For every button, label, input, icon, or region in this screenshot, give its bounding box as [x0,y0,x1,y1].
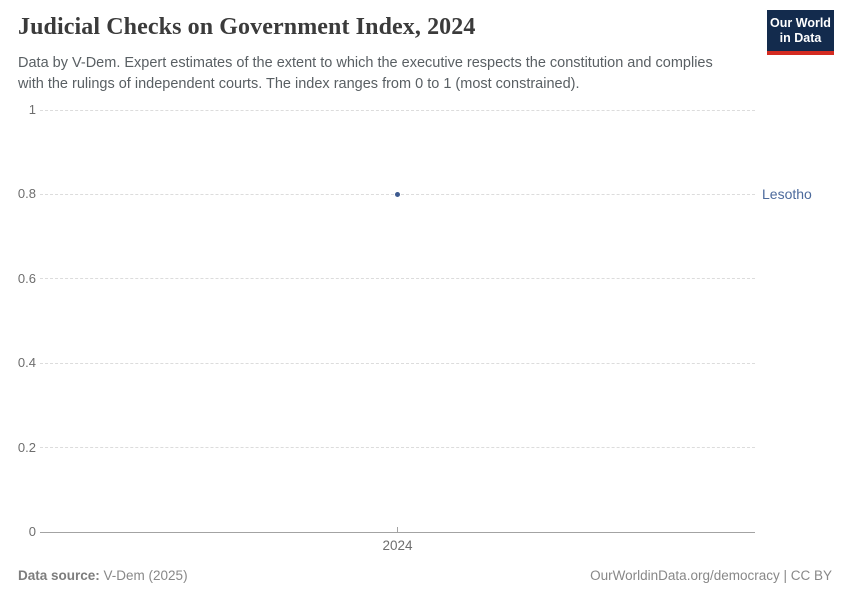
y-axis-tick-label: 0 [28,524,36,539]
chart-subtitle-line2: with the rulings of independent courts. … [18,76,580,92]
data-source-label: Data source: [18,568,100,583]
data-point-lesotho[interactable] [395,192,400,198]
x-axis-line [40,531,755,533]
x-axis-tick-mark [397,527,398,532]
entity-label-lesotho[interactable]: Lesotho [762,186,812,203]
y-axis-tick-label: 0.6 [17,270,36,286]
x-axis-tick-label: 2024 [382,538,413,553]
gridline-y-1 [40,109,755,111]
chart-subtitle: Data by V-Dem. Expert estimates of the e… [18,53,758,95]
owid-logo-line2: in Data [779,31,822,45]
credit-link[interactable]: OurWorldinData.org/democracy | CC BY [590,568,832,583]
y-axis-tick-label: 0.8 [17,186,36,202]
y-axis-tick-label: 1 [28,102,36,117]
data-source-value: V-Dem (2025) [99,568,188,583]
chart-subtitle-line1: Data by V-Dem. Expert estimates of the e… [18,55,713,71]
gridline-y-0.4 [40,362,755,364]
y-axis-tick-label: 0.4 [17,355,36,371]
owid-logo-line1: Our World [770,16,831,30]
y-axis-tick-label: 0.2 [17,439,36,455]
gridline-y-0.6 [40,278,755,280]
gridline-y-0.2 [40,447,755,449]
owid-logo: Our World in Data [767,10,834,55]
chart-footer: Data source: V-Dem (2025) OurWorldinData… [18,568,832,583]
page-title: Judicial Checks on Government Index, 202… [18,14,476,40]
data-source: Data source: V-Dem (2025) [18,568,188,583]
